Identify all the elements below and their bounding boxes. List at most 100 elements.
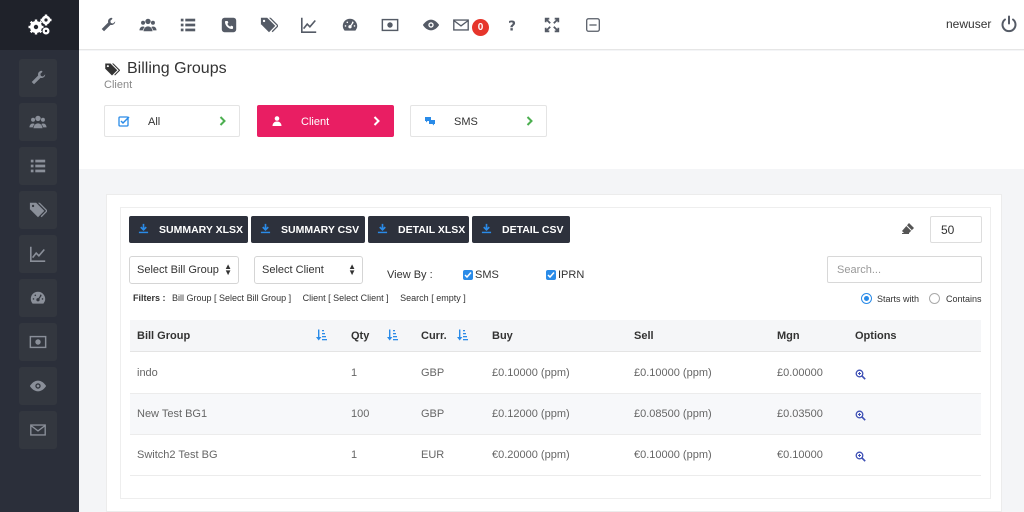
chevron-right-icon	[526, 116, 533, 126]
iprn-checkbox-label: IPRN	[558, 269, 585, 281]
iprn-checkbox[interactable]	[546, 270, 556, 280]
summary-xlsx-button[interactable]: SUMMARY XLSX	[129, 216, 248, 243]
cell-bill-group: New Test BG1	[137, 408, 208, 420]
cell-qty: 1	[351, 449, 358, 461]
column-header-currency[interactable]: Curr.	[421, 330, 447, 342]
users-icon	[29, 115, 47, 129]
top-billing-button[interactable]	[379, 14, 401, 36]
column-header-buy[interactable]: Buy	[492, 330, 513, 342]
sidebar-item-tools[interactable]	[19, 59, 57, 97]
wrench-icon	[101, 17, 116, 32]
envelope-icon	[453, 19, 469, 31]
summary-csv-button[interactable]: SUMMARY CSV	[251, 216, 365, 243]
check-square-icon	[118, 116, 130, 127]
column-header-sell[interactable]: Sell	[634, 330, 654, 342]
logout-button[interactable]	[999, 14, 1019, 34]
sort-amount-icon[interactable]	[457, 329, 468, 341]
active-filters-summary: Filters : Bill Group [ Select Bill Group…	[133, 293, 466, 303]
billing-groups-table-card	[120, 207, 991, 499]
detail-xlsx-button[interactable]: DETAIL XLSX	[368, 216, 469, 243]
phone-icon	[221, 17, 237, 33]
sidebar-item-dashboard[interactable]	[19, 279, 57, 317]
dashboard-icon	[30, 291, 46, 304]
cell-sell: £0.10000 (ppm)	[634, 367, 712, 379]
sidebar-item-messages[interactable]	[19, 411, 57, 449]
contains-radio[interactable]	[929, 293, 940, 304]
detail-csv-label: DETAIL CSV	[502, 224, 564, 236]
sidebar-item-billing[interactable]	[19, 323, 57, 361]
user-icon	[272, 116, 282, 126]
sidebar-item-billing-groups[interactable]	[19, 191, 57, 229]
starts-with-radio[interactable]	[861, 293, 872, 304]
page-subtitle: Client	[104, 79, 133, 91]
group-tab-sms-label: SMS	[454, 116, 478, 128]
page-title-text: Billing Groups	[127, 60, 227, 77]
top-reports-button[interactable]	[298, 14, 320, 36]
search-input[interactable]	[827, 256, 982, 283]
tags-icon	[260, 17, 278, 33]
sidebar	[0, 0, 79, 512]
cell-qty: 100	[351, 408, 370, 420]
filters-label: Filters :	[133, 293, 166, 303]
bill-group-select[interactable]: Select Bill Group ▲ ▼	[129, 256, 239, 284]
top-phone-button[interactable]	[218, 14, 240, 36]
detail-csv-button[interactable]: DETAIL CSV	[472, 216, 570, 243]
select-arrows-icon: ▲ ▼	[224, 262, 232, 277]
top-fullscreen-button[interactable]	[541, 14, 563, 36]
zoom-in-icon[interactable]	[855, 451, 866, 462]
username[interactable]: newuser	[946, 17, 992, 31]
svg-text:?: ?	[508, 18, 516, 34]
cell-sell: £0.08500 (ppm)	[634, 408, 712, 420]
filter-client: Client [ Select Client ]	[302, 293, 389, 303]
group-tab-client[interactable]: Client	[257, 105, 394, 137]
sidebar-item-list[interactable]	[19, 147, 57, 185]
column-header-options: Options	[855, 330, 897, 342]
logo[interactable]	[0, 0, 79, 50]
contains-label: Contains	[946, 294, 982, 304]
top-billing-groups-button[interactable]	[258, 14, 280, 36]
top-tools-button[interactable]	[97, 14, 119, 36]
page-size-input[interactable]: 50	[930, 216, 982, 243]
cell-sell: €0.10000 (ppm)	[634, 449, 712, 461]
cell-buy: £0.10000 (ppm)	[492, 367, 570, 379]
page-header: Billing Groups Client All Client SMS	[79, 51, 1024, 169]
power-icon	[1001, 15, 1017, 33]
check-icon	[547, 272, 555, 279]
eye-icon	[29, 380, 47, 392]
top-dashboard-button[interactable]	[339, 14, 361, 36]
top-help-button[interactable]: ?	[501, 14, 523, 36]
top-monitor-button[interactable]	[420, 14, 442, 36]
top-list-button[interactable]	[177, 14, 199, 36]
eraser-icon[interactable]	[901, 222, 915, 234]
sort-amount-icon[interactable]	[387, 329, 398, 341]
group-tab-sms[interactable]: SMS	[410, 105, 547, 137]
zoom-in-icon[interactable]	[855, 369, 866, 380]
cell-currency: GBP	[421, 367, 445, 379]
group-tab-all[interactable]: All	[104, 105, 240, 137]
client-select[interactable]: Select Client ▲ ▼	[254, 256, 363, 284]
sms-checkbox-label: SMS	[475, 269, 499, 281]
zoom-in-icon[interactable]	[855, 410, 866, 421]
download-icon	[260, 223, 271, 234]
envelope-icon	[30, 424, 46, 436]
summary-csv-label: SUMMARY CSV	[281, 224, 360, 236]
cell-buy: €0.20000 (ppm)	[492, 449, 570, 461]
sidebar-item-reports[interactable]	[19, 235, 57, 273]
detail-xlsx-label: DETAIL XLSX	[398, 224, 466, 236]
column-header-qty[interactable]: Qty	[351, 330, 370, 342]
sort-amount-icon[interactable]	[316, 329, 327, 341]
top-messages-button[interactable]	[450, 14, 472, 36]
group-tab-client-label: Client	[301, 116, 330, 128]
view-by-label: View By :	[387, 269, 433, 281]
column-header-bill-group[interactable]: Bill Group	[137, 330, 191, 342]
cell-margin: £0.03500	[777, 408, 823, 420]
cell-margin: €0.10000	[777, 449, 823, 461]
notification-badge[interactable]: 0	[472, 19, 489, 36]
top-minimize-button[interactable]	[582, 14, 604, 36]
table-header	[130, 320, 981, 352]
sms-checkbox[interactable]	[463, 270, 473, 280]
column-header-margin[interactable]: Mgn	[777, 330, 800, 342]
top-users-button[interactable]	[137, 14, 159, 36]
sidebar-item-monitor[interactable]	[19, 367, 57, 405]
sidebar-item-users[interactable]	[19, 103, 57, 141]
